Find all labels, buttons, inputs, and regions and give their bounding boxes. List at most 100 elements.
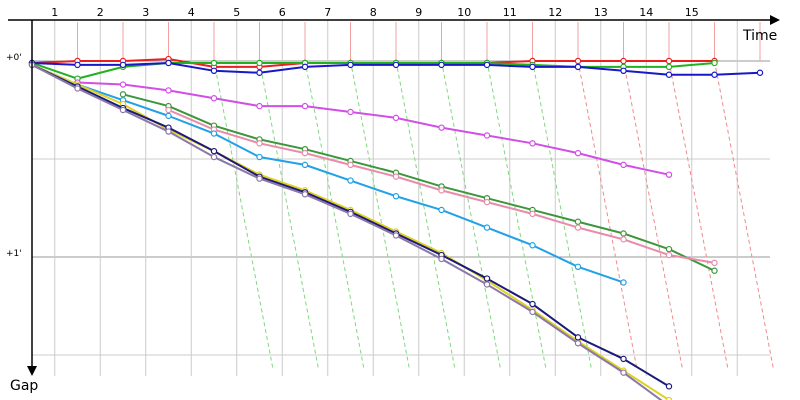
y-axis-arrow (27, 366, 37, 376)
data-point (529, 300, 536, 308)
data-point (74, 61, 81, 69)
lap-diagonal (213, 60, 274, 371)
data-point (620, 230, 627, 237)
data-point (392, 193, 400, 200)
lap-diagonal (532, 60, 593, 371)
data-point (665, 383, 673, 390)
data-point (711, 267, 718, 274)
data-point (529, 63, 536, 71)
data-point (165, 87, 172, 94)
data-point (347, 210, 354, 218)
lap-tick-label: 3 (142, 6, 149, 19)
data-point (165, 112, 172, 120)
series-line (31, 64, 624, 284)
data-point (165, 106, 172, 114)
data-point (256, 69, 263, 76)
y-tick-label: +1' (6, 249, 22, 259)
series-line (31, 64, 663, 400)
data-point (301, 63, 309, 71)
data-point (529, 140, 536, 147)
data-point (620, 355, 627, 363)
data-point (210, 67, 218, 75)
grid (32, 20, 770, 376)
data-point (210, 153, 218, 161)
lap-tick-label: 5 (233, 6, 240, 19)
x-axis-title: Time (742, 28, 777, 44)
series-layer (28, 55, 764, 400)
data-point (483, 281, 491, 288)
data-point (392, 114, 400, 122)
lap-diagonal (577, 60, 638, 371)
data-point (529, 210, 536, 218)
lap-tick-label: 2 (97, 6, 104, 19)
data-point (256, 59, 263, 67)
lap-diagonal (304, 60, 365, 371)
data-point (483, 132, 491, 139)
data-point (210, 130, 218, 137)
data-point (574, 224, 582, 231)
data-point (165, 59, 172, 67)
data-point (665, 171, 673, 178)
data-point (119, 106, 127, 114)
data-point (711, 71, 718, 78)
lap-tick-label: 6 (279, 6, 286, 19)
data-point (438, 124, 445, 131)
lap-tick-label: 4 (188, 6, 195, 19)
series-line (31, 64, 670, 400)
lap-tick-label: 13 (594, 6, 608, 19)
lap-diagonal (441, 60, 502, 371)
data-point (347, 161, 354, 169)
data-point (301, 149, 309, 157)
lap-tick-label: 7 (324, 6, 331, 19)
data-point (74, 85, 81, 92)
data-point (301, 102, 309, 110)
data-point (347, 108, 354, 116)
data-point (574, 57, 582, 65)
lap-tick-label: 15 (685, 6, 699, 19)
data-point (620, 279, 627, 286)
lap-tick-label: 10 (457, 6, 471, 19)
data-point (529, 242, 536, 249)
data-point (483, 275, 491, 282)
data-point (574, 263, 582, 270)
data-point (438, 255, 445, 263)
data-point (665, 251, 673, 259)
data-point (574, 149, 582, 157)
data-point (256, 175, 263, 182)
data-point (620, 161, 627, 169)
data-point (711, 259, 718, 267)
data-point (620, 57, 627, 65)
data-point (256, 140, 263, 147)
data-point (665, 396, 673, 400)
data-point (483, 198, 491, 206)
data-point (483, 224, 491, 231)
x-axis-arrow (770, 15, 780, 25)
lap-tick-label: 8 (370, 6, 377, 19)
lap-tick-label: 11 (503, 6, 517, 19)
labels: 1 2 3 4 5 6 7 8 9 10 11 12 13 14 15+0'+1' (6, 6, 699, 259)
data-point (392, 232, 400, 239)
data-point (438, 61, 445, 69)
data-point (574, 63, 582, 71)
lap-diagonal (395, 60, 456, 371)
data-point (119, 91, 127, 98)
y-axis-title: Gap (10, 378, 38, 394)
data-point (438, 206, 445, 214)
data-point (210, 147, 218, 155)
data-point (620, 369, 627, 376)
data-point (347, 177, 354, 184)
data-point (574, 334, 582, 341)
data-point (210, 59, 218, 67)
data-point (392, 61, 400, 69)
data-point (665, 71, 673, 78)
lap-tick-label: 1 (51, 6, 58, 19)
data-point (665, 63, 673, 71)
y-tick-label: +0' (6, 53, 22, 63)
data-point (210, 95, 218, 102)
lap-tick-label: 9 (415, 6, 422, 19)
data-point (711, 59, 718, 67)
data-point (574, 340, 582, 347)
series-line (77, 81, 670, 176)
data-point (620, 236, 627, 243)
